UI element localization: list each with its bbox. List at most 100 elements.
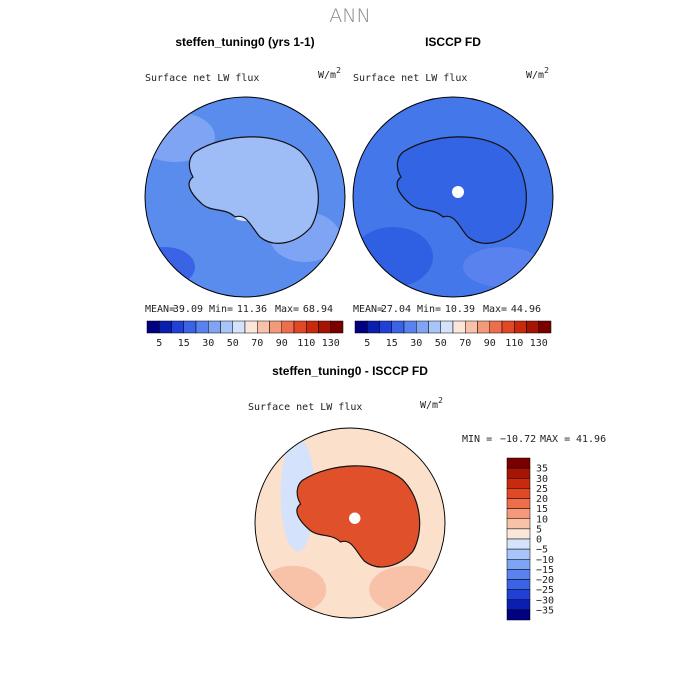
colorbar-label: 110 <box>505 338 523 349</box>
colorbar-label: −5 <box>536 545 548 556</box>
panel-title: steffen_tuning0 (yrs 1-1) <box>175 35 314 49</box>
colorbar-label: 5 <box>156 338 162 349</box>
units: W/m2 <box>526 66 549 81</box>
colorbar-box <box>506 559 531 570</box>
polar-map <box>144 96 346 298</box>
colorbar-box <box>506 467 531 479</box>
colorbar-box <box>146 320 160 334</box>
units-sup: 2 <box>438 396 443 405</box>
map-field <box>145 97 345 297</box>
stat-value: 10.39 <box>445 304 475 315</box>
colorbar-box <box>269 320 282 334</box>
colorbar-box <box>506 457 531 469</box>
units: W/m2 <box>318 66 341 81</box>
colorbar-box <box>506 528 531 540</box>
colorbar-box <box>367 320 380 334</box>
field-patch <box>259 565 327 614</box>
colorbar-box <box>489 320 503 334</box>
colorbar-box <box>379 320 392 334</box>
colorbar-label: 0 <box>536 535 542 546</box>
colorbar-label: 90 <box>276 338 288 349</box>
map-field <box>255 428 445 618</box>
max-value: 41.96 <box>576 434 606 445</box>
colorbar-box <box>526 320 539 334</box>
colorbar-box <box>220 320 233 334</box>
field-label: Surface net LW flux <box>145 73 259 84</box>
units-text: W/m <box>526 70 544 81</box>
colorbar-label: 130 <box>322 338 340 349</box>
colorbar-box <box>354 320 368 334</box>
colorbar-box <box>293 320 307 334</box>
colorbar-box <box>257 320 270 334</box>
colorbar-box <box>244 320 258 334</box>
colorbar-label: 30 <box>410 338 422 349</box>
field-patch <box>369 565 445 614</box>
units-text: W/m <box>318 70 336 81</box>
colorbar-box <box>506 478 531 489</box>
colorbar-box <box>183 320 197 334</box>
colorbar-box <box>416 320 429 334</box>
colorbar-label: 30 <box>536 474 548 485</box>
colorbar-box <box>538 320 552 334</box>
colorbar-box <box>171 320 184 334</box>
map-border <box>144 96 346 298</box>
colorbar-box <box>330 320 344 334</box>
colorbar-box <box>428 320 441 334</box>
colorbar-label: 70 <box>459 338 471 349</box>
polar-map <box>352 96 554 298</box>
units: W/m2 <box>420 396 443 411</box>
field-patch <box>145 247 195 287</box>
colorbar-label: 90 <box>484 338 496 349</box>
colorbar-label: 5 <box>364 338 370 349</box>
stat-label: Min= <box>209 304 233 315</box>
colorbar-label: 25 <box>536 484 548 495</box>
colorbar-box <box>403 320 417 334</box>
colorbar-label: 50 <box>435 338 447 349</box>
colorbar-box <box>465 320 478 334</box>
colorbar-box <box>506 538 531 550</box>
colorbar-box <box>506 518 531 530</box>
stat-value: 39.09 <box>173 304 203 315</box>
colorbar-label: −25 <box>536 585 554 596</box>
stat-label: Max= <box>275 304 299 315</box>
colorbar-box <box>391 320 405 334</box>
field-patch <box>353 227 433 287</box>
polar-map <box>254 427 446 619</box>
colorbar-label: 5 <box>536 524 542 535</box>
panel-title: ISCCP FD <box>425 35 481 49</box>
map-border <box>254 427 446 619</box>
stat-label: Min= <box>417 304 441 315</box>
colorbar-label: 15 <box>178 338 190 349</box>
field-patch <box>463 247 543 287</box>
min-label: MIN = <box>462 434 492 445</box>
units-text: W/m <box>420 400 438 411</box>
colorbar-label: −35 <box>536 605 554 616</box>
min-value: −10.72 <box>500 434 536 445</box>
colorbar-box <box>506 579 531 590</box>
colorbar-label: 15 <box>386 338 398 349</box>
colorbar-label: −20 <box>536 575 554 586</box>
colorbar-label: 110 <box>297 338 315 349</box>
colorbar-label: 70 <box>251 338 263 349</box>
colorbar-box <box>514 320 527 334</box>
colorbar-box <box>159 320 172 334</box>
colorbar-box <box>232 320 246 334</box>
units-sup: 2 <box>544 66 549 75</box>
stat-value: 27.04 <box>381 304 411 315</box>
figure-title: ANN <box>329 5 370 27</box>
stat-value: 11.36 <box>237 304 267 315</box>
colorbar-box <box>501 320 515 334</box>
colorbar-box <box>208 320 221 334</box>
max-label: MAX = <box>540 434 570 445</box>
colorbar-label: −10 <box>536 555 554 566</box>
stat-label: Max= <box>483 304 507 315</box>
colorbar-box <box>506 589 531 600</box>
colorbar-box <box>506 548 531 560</box>
colorbar-box <box>506 609 531 621</box>
colorbar-label: 130 <box>530 338 548 349</box>
colorbar-label: 15 <box>536 504 548 515</box>
colorbar-box <box>306 320 319 334</box>
colorbar-box <box>477 320 490 334</box>
stat-label: MEAN= <box>145 304 175 315</box>
colorbar-box <box>452 320 466 334</box>
